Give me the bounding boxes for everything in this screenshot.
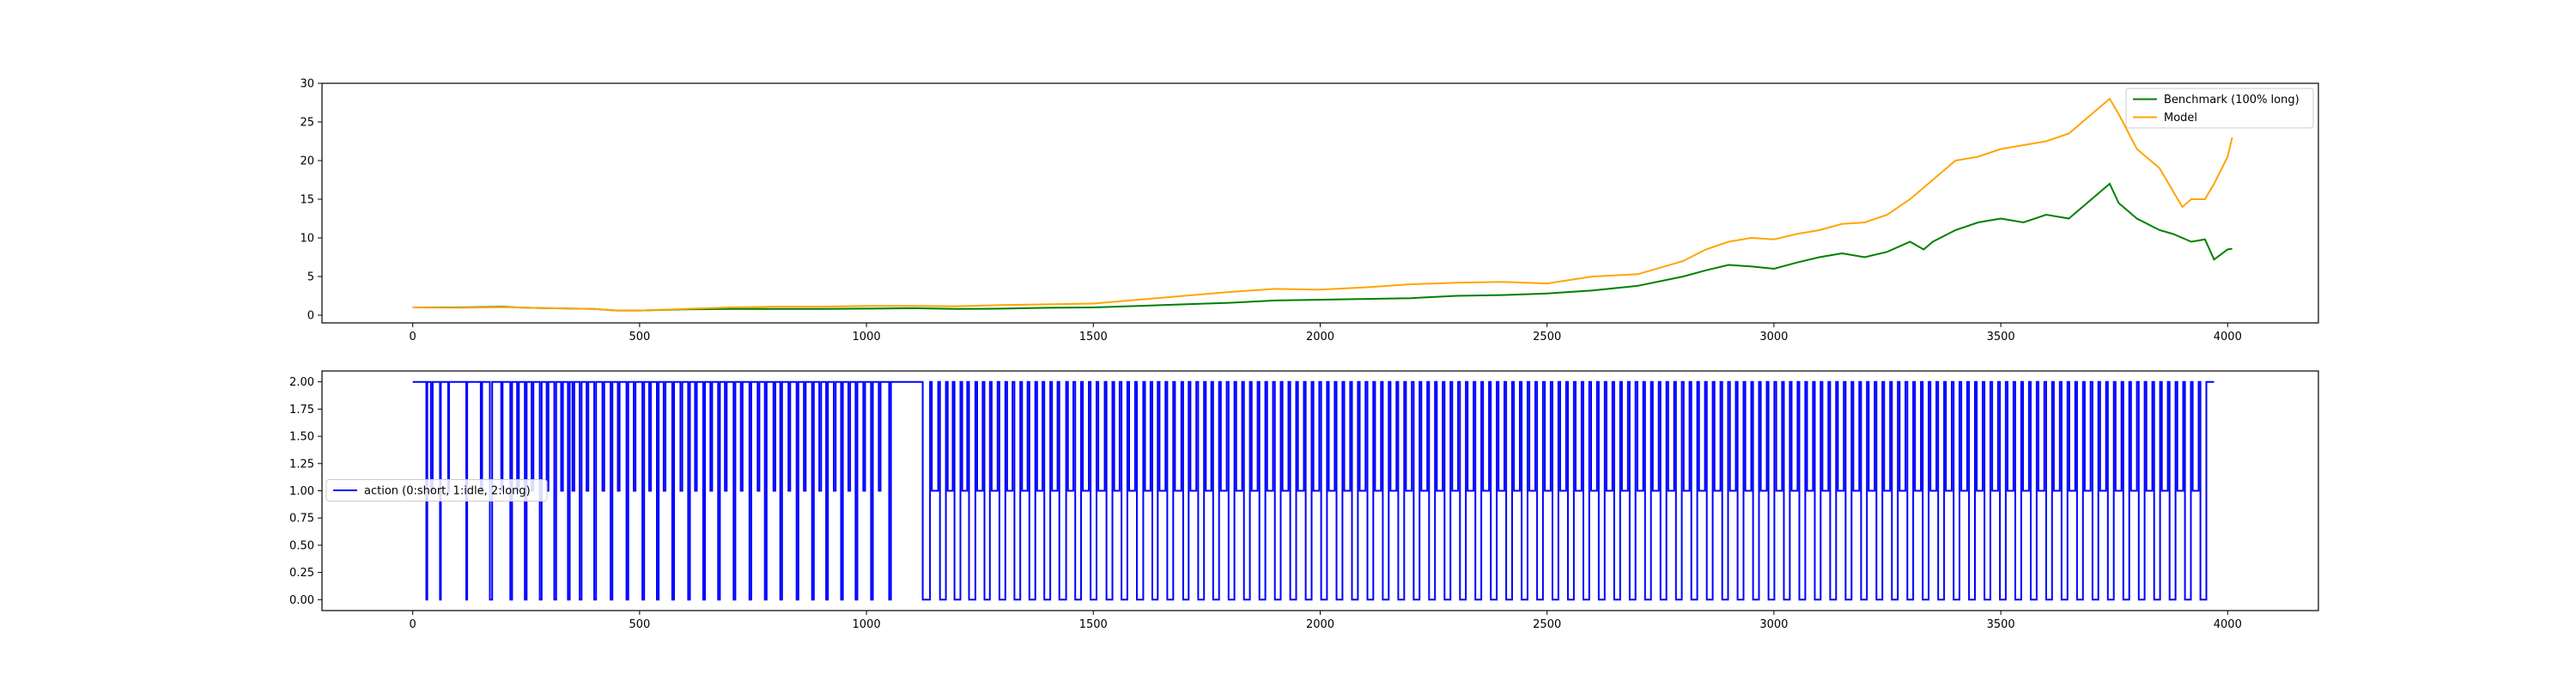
series-line-action <box>412 380 2215 601</box>
y-tick-label: 0 <box>307 310 314 323</box>
series-line-model <box>412 97 2233 312</box>
x-tick-label: 4000 <box>2214 331 2242 344</box>
x-tick-label: 3500 <box>1987 331 2015 344</box>
y-tick-label: 1.00 <box>289 485 314 498</box>
legend-box <box>325 479 548 502</box>
x-tick-label: 2500 <box>1533 331 1561 344</box>
y-tick-label: 10 <box>300 233 314 246</box>
x-tick-label: 0 <box>410 618 416 631</box>
x-tick-label: 4000 <box>2214 618 2242 631</box>
x-tick-label: 3000 <box>1759 618 1788 631</box>
y-tick-label: 0.00 <box>289 594 314 607</box>
legend-label: Benchmark (100% long) <box>2164 94 2300 106</box>
y-tick-label: 15 <box>300 194 314 207</box>
x-tick-label: 2000 <box>1306 618 1334 631</box>
x-tick-label: 3000 <box>1759 331 1788 344</box>
x-tick-label: 1500 <box>1079 331 1108 344</box>
legend-box <box>2125 88 2314 129</box>
y-tick-label: 0.50 <box>289 539 314 552</box>
legend-label: Model <box>2164 112 2197 125</box>
bottom-chart-panel: 0 500 1000 1500 2000 2500 3000 3500 4000 0.00 0.25… <box>289 370 2319 631</box>
x-tick-label: 2000 <box>1306 331 1334 344</box>
legend: Benchmark (100% long) Model <box>2125 88 2314 129</box>
y-tick-label: 5 <box>307 271 314 284</box>
x-tick-label: 3500 <box>1987 618 2015 631</box>
y-tick-label: 30 <box>300 78 314 91</box>
legend: action (0:short, 1:idle, 2:long) <box>325 479 548 502</box>
series-line-benchmark <box>412 182 2233 312</box>
y-tick-label: 1.50 <box>289 431 314 444</box>
y-tick-label: 0.75 <box>289 513 314 526</box>
y-tick-label: 25 <box>300 117 314 130</box>
x-tick-label: 1500 <box>1079 618 1108 631</box>
top-chart-panel: 0 500 1000 1500 2000 2500 3000 3500 4000 0 5 10 15 20… <box>300 78 2319 344</box>
y-tick-label: 2.00 <box>289 376 314 389</box>
x-tick-label: 1000 <box>853 618 881 631</box>
y-tick-label: 1.75 <box>289 404 314 416</box>
y-tick-label: 20 <box>300 155 314 168</box>
x-tick-label: 0 <box>410 331 416 344</box>
y-tick-label: 1.25 <box>289 458 314 471</box>
y-tick-label: 0.25 <box>289 567 314 580</box>
x-tick-label: 500 <box>629 618 650 631</box>
legend-label: action (0:short, 1:idle, 2:long) <box>364 485 531 498</box>
x-tick-label: 2500 <box>1533 618 1561 631</box>
x-tick-label: 1000 <box>853 331 881 344</box>
x-tick-label: 500 <box>629 331 650 344</box>
